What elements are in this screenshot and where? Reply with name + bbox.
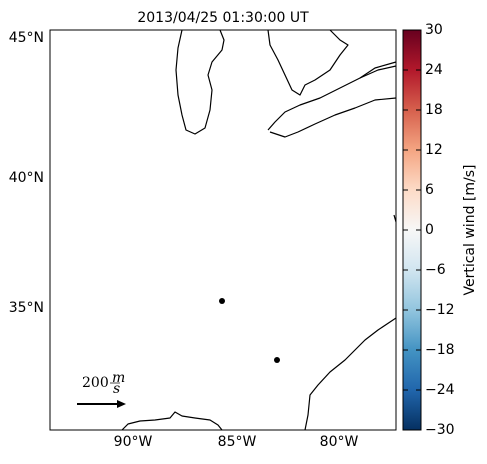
lake-michigan — [175, 29, 225, 135]
map: 200 m s 45°N 40°N 35°N 90°W 85°W 80°W — [9, 29, 397, 450]
lat-label: 35°N — [9, 300, 44, 316]
island — [393, 214, 397, 223]
map-frame — [49, 29, 397, 431]
lake-ontario — [359, 61, 397, 79]
lake-huron — [267, 29, 349, 96]
colorbar-tick-label: 24 — [425, 62, 443, 78]
colorbar-tick-label: −6 — [425, 262, 446, 278]
gulf-coast — [121, 411, 223, 431]
lake-erie — [267, 65, 397, 138]
colorbar-tick-label: −24 — [425, 382, 455, 398]
lat-label: 40°N — [9, 170, 44, 186]
east-coast — [304, 317, 397, 431]
lon-label: 80°W — [320, 434, 359, 450]
lat-label: 45°N — [9, 30, 44, 46]
title: 2013/04/25 01:30:00 UT — [137, 10, 309, 26]
station — [274, 357, 280, 363]
colorbar: Vertical wind [m/s] −30 −24 −18 −12 −6 0 6 12 18… — [402, 22, 478, 438]
colorbar-tick-label: 12 — [425, 142, 443, 158]
colorbar-tick-label: −18 — [425, 342, 455, 358]
arrow-value: 200 — [82, 375, 109, 391]
colorbar-tick-label: 30 — [425, 22, 443, 38]
lon-label: 85°W — [218, 434, 257, 450]
arrow-head — [117, 400, 126, 408]
colorbar-tick-label: 0 — [425, 222, 434, 238]
arrow-unit: s — [113, 381, 120, 397]
colorbar-tick-label: −30 — [425, 422, 455, 438]
arrow-unit: m — [112, 370, 125, 386]
lon-label: 90°W — [114, 434, 153, 450]
colorbar-tick-label: 6 — [425, 182, 434, 198]
colorbar-tick-label: 18 — [425, 102, 443, 118]
colorbar-label: Vertical wind [m/s] — [462, 165, 478, 296]
station — [219, 298, 225, 304]
colorbar-tick-label: −12 — [425, 302, 455, 318]
